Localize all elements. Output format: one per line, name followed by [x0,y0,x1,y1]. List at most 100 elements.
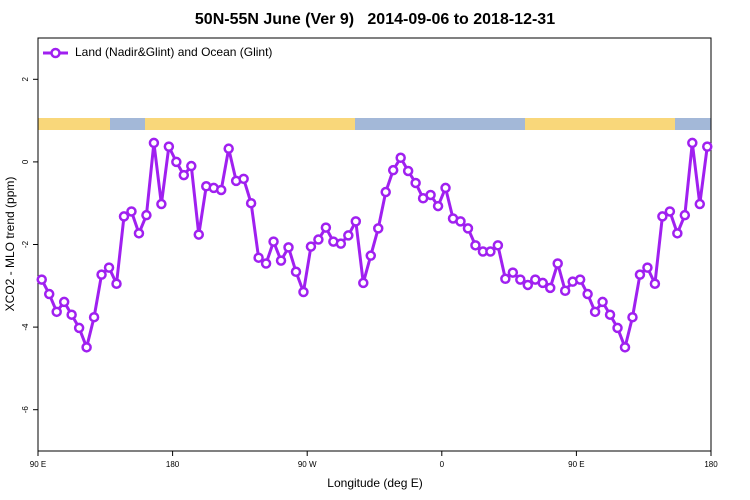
point [141,209,152,221]
point [694,198,706,210]
y-tick-label: -2 [21,240,30,248]
point [298,286,309,298]
point [702,141,713,152]
point [455,216,466,227]
point [642,262,653,273]
point [343,230,354,241]
legend-marker [50,47,61,59]
x-tick-label: 180 [166,460,180,469]
point [634,269,646,280]
point [215,184,227,196]
point [260,258,272,269]
point [589,306,601,318]
point [58,296,70,308]
point [657,211,668,222]
point [126,206,137,217]
point [627,311,638,323]
point [372,223,384,234]
point [559,285,571,297]
point [358,277,369,289]
point [81,342,92,353]
x-tick-label: 90 E [30,460,46,469]
point [552,258,563,269]
point [283,242,294,253]
point [36,274,47,285]
x-tick-label: 0 [440,460,445,469]
point [470,240,481,251]
point [350,216,362,227]
chart-title: 50N-55N June (Ver 9) 2014-09-06 to 2018-… [195,11,555,28]
point [275,255,287,266]
point [96,269,107,280]
point [66,309,77,320]
point [171,156,182,168]
point [335,238,347,249]
point [148,137,160,149]
point [133,228,145,239]
point [118,211,130,222]
point [178,169,190,181]
point [253,252,264,263]
point [582,288,593,300]
point [186,160,197,172]
point [156,198,167,210]
point [672,228,683,239]
point [73,322,85,334]
point [380,186,391,198]
point [223,143,234,154]
point [313,234,324,245]
point [268,236,279,247]
point [597,296,608,308]
point [245,197,257,209]
point [103,262,115,273]
point [290,266,302,278]
legend-label: Land (Nadir&Glint) and Ocean (Glint) [75,45,272,59]
point [395,152,406,164]
point [387,164,399,176]
land-band [38,118,110,130]
point [402,165,414,177]
point [440,182,451,194]
land-band [145,118,355,130]
y-tick-label: 2 [21,77,30,82]
point [462,223,474,234]
point [522,279,534,291]
point [574,274,586,285]
y-tick-label: -6 [21,406,30,414]
point [515,274,526,285]
point [619,342,631,353]
x-tick-label: 90 E [568,460,584,469]
point [320,222,332,233]
point [544,282,556,294]
point [43,288,55,300]
point [425,189,436,201]
y-axis-label: XCO2 - MLO trend (ppm) [3,177,17,312]
point [604,309,616,320]
point [687,137,698,149]
point [193,229,205,240]
point [305,241,317,252]
x-axis-label: Longitude (deg E) [327,476,422,490]
point [51,306,62,318]
x-tick-label: 180 [704,460,718,469]
point [88,311,100,323]
land-band [525,118,675,130]
y-tick-label: -4 [21,323,30,331]
point [612,322,623,334]
land-ocean-band [38,118,711,130]
point [492,240,504,251]
x-tick-label: 90 W [298,460,317,469]
point [485,246,496,257]
y-tick-label: 0 [21,159,30,164]
point [664,206,676,217]
point [500,273,511,285]
point [163,141,175,152]
point [432,200,444,212]
legend: Land (Nadir&Glint) and Ocean (Glint) [43,45,272,59]
point [679,209,691,221]
point [238,173,249,185]
point [410,177,421,189]
point [365,250,377,261]
point [111,278,122,289]
